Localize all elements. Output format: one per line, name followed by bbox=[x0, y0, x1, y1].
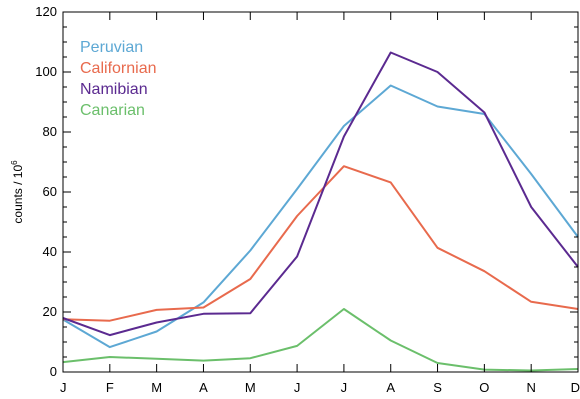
y-tick-label: 60 bbox=[43, 184, 57, 199]
series-line-peruvian bbox=[62, 84, 579, 349]
series-line-namibian bbox=[62, 51, 579, 337]
x-tick-label: J bbox=[294, 380, 301, 395]
y-tick-label: 20 bbox=[43, 304, 57, 319]
legend-entry-canarian: Canarian bbox=[80, 102, 145, 119]
x-tick-label: J bbox=[60, 380, 67, 395]
x-tick-label: J bbox=[341, 380, 348, 395]
x-tick-label: D bbox=[571, 380, 580, 395]
legend-entry-namibian: Namibian bbox=[80, 81, 148, 98]
x-tick-label: F bbox=[106, 380, 114, 395]
x-tick-label: S bbox=[433, 380, 442, 395]
series-line-californian bbox=[62, 165, 579, 322]
y-tick-label: 40 bbox=[43, 244, 57, 259]
series-line-canarian bbox=[62, 308, 579, 372]
x-tick-label: A bbox=[386, 380, 395, 395]
y-axis: 0 20 40 60 80 100 120 bbox=[35, 4, 578, 379]
x-tick-label: A bbox=[199, 380, 208, 395]
legend-entry-californian: Californian bbox=[80, 60, 156, 77]
y-tick-label: 0 bbox=[50, 364, 57, 379]
series-layer bbox=[62, 51, 579, 372]
y-axis-label-exponent: 6 bbox=[10, 160, 19, 165]
x-tick-label: M bbox=[151, 380, 162, 395]
legend: Peruvian Californian Namibian Canarian bbox=[80, 39, 156, 119]
legend-entry-peruvian: Peruvian bbox=[80, 39, 143, 56]
x-tick-label: M bbox=[245, 380, 256, 395]
x-tick-label: O bbox=[479, 380, 489, 395]
y-tick-label: 120 bbox=[35, 4, 57, 19]
x-tick-label: N bbox=[526, 380, 535, 395]
y-axis-label-text: counts / 10 bbox=[11, 165, 25, 224]
y-tick-label: 100 bbox=[35, 64, 57, 79]
y-tick-label: 80 bbox=[43, 124, 57, 139]
y-axis-label: counts / 106 bbox=[10, 160, 25, 224]
